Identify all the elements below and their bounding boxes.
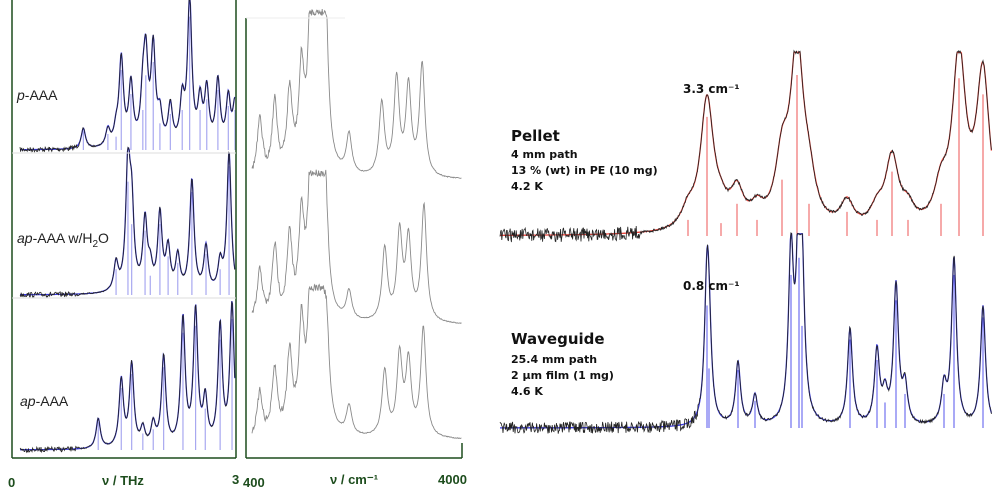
data-trace — [251, 283, 462, 440]
fit-line — [500, 51, 993, 236]
plot-area — [19, 0, 993, 454]
waveguide-title: Waveguide — [511, 330, 605, 348]
waveguide-detail: 4.6 K — [511, 385, 543, 398]
x-tick-label: 400 — [243, 475, 265, 490]
x-tick-label: 4000 — [438, 472, 467, 487]
x-axis-label: ν / cm⁻¹ — [330, 472, 378, 487]
waveguide-detail: 2 µm film (1 mg) — [511, 369, 614, 382]
data-trace — [251, 169, 462, 325]
series-label-ap-aaa-h2o: ap-AAA w/H2O — [17, 230, 109, 250]
x-tick-label: 0 — [8, 475, 15, 490]
pellet-title: Pellet — [511, 127, 560, 145]
fit-line — [20, 0, 236, 151]
data-trace — [499, 232, 992, 434]
data-trace — [499, 49, 992, 243]
data-trace — [19, 0, 236, 153]
series-label-p-aaa: p-AAA — [16, 87, 58, 103]
waveguide-detail: 25.4 mm path — [511, 353, 597, 366]
waveguide-resolution-annotation: 0.8 cm⁻¹ — [683, 279, 740, 293]
x-axis-label: ν / THz — [102, 473, 144, 488]
pellet-detail: 13 % (wt) in PE (10 mg) — [511, 164, 658, 177]
pellet-detail: 4.2 K — [511, 180, 543, 193]
data-trace — [251, 8, 462, 179]
fit-line — [20, 300, 236, 451]
pellet-resolution-annotation: 3.3 cm⁻¹ — [683, 82, 740, 96]
pellet-detail: 4 mm path — [511, 148, 578, 161]
x-tick-label: 3 — [232, 472, 239, 487]
series-label-ap-aaa: ap-AAA — [20, 393, 69, 409]
data-trace — [19, 301, 236, 454]
